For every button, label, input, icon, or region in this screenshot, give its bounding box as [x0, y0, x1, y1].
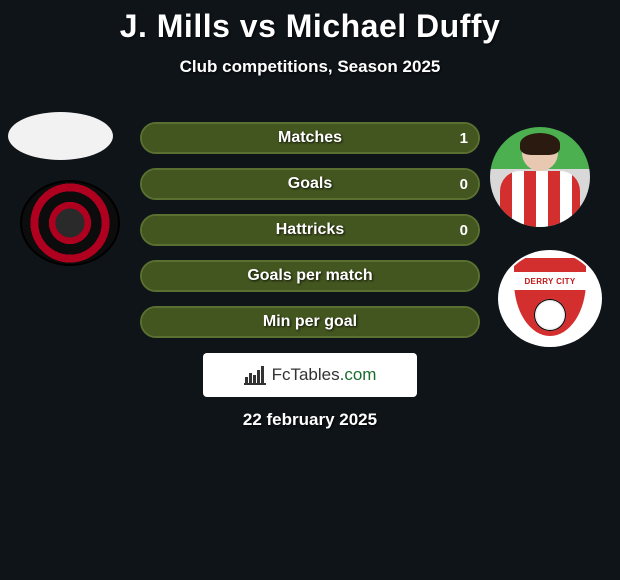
- stat-bar-fill: [142, 124, 478, 152]
- stat-bar-row: Matches1: [140, 122, 480, 154]
- player1-club-logo: [20, 180, 120, 266]
- player2-jersey: [500, 171, 580, 227]
- infographic-date: 22 february 2025: [0, 410, 620, 430]
- stat-bar-row: Min per goal: [140, 306, 480, 338]
- stat-bar-row: Hattricks0: [140, 214, 480, 246]
- club-ball-icon: [534, 299, 566, 331]
- stat-bar-fill: [142, 216, 478, 244]
- stat-bar-row: Goals per match: [140, 260, 480, 292]
- stat-bar-fill: [142, 262, 478, 290]
- watermark-domain: .com: [340, 365, 377, 384]
- page-subtitle: Club competitions, Season 2025: [0, 57, 620, 77]
- watermark-brand: FcTables: [272, 365, 340, 384]
- player2-photo: [490, 127, 590, 227]
- stat-bar-fill: [142, 308, 478, 336]
- club-banner-text: DERRY CITY: [506, 272, 594, 290]
- stat-bar-row: Goals0: [140, 168, 480, 200]
- page-title: J. Mills vs Michael Duffy: [0, 0, 620, 45]
- player2-club-logo: DERRY CITY: [500, 252, 600, 345]
- stat-bar-fill: [142, 170, 478, 198]
- bar-chart-icon: [244, 365, 266, 385]
- watermark-text: FcTables.com: [272, 365, 377, 385]
- comparison-infographic: J. Mills vs Michael Duffy Club competiti…: [0, 0, 620, 580]
- player1-photo: [8, 112, 113, 160]
- fctables-watermark: FcTables.com: [203, 353, 417, 397]
